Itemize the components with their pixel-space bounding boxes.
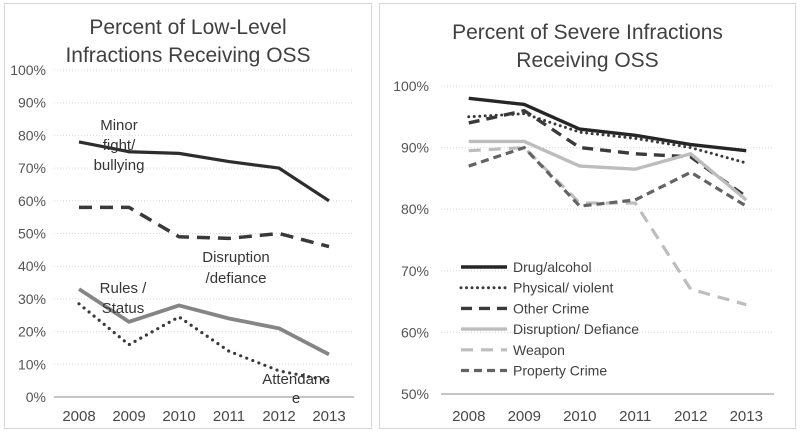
y-axis-tick-label: 0% [26, 389, 46, 405]
y-axis-tick-label: 50% [401, 386, 429, 402]
attendance-label: Attendanc e [262, 371, 330, 407]
rules-status-label: Rules / Status [100, 280, 148, 317]
severe-title-line-1: Percent of Severe Infractions [452, 21, 723, 44]
minor-fight-bullying-line [78, 140, 330, 203]
severe-chart-panel: Percent of Severe Infractions Receiving … [379, 3, 796, 429]
y-axis-tick-label: 50% [18, 226, 46, 242]
y-axis-tick-label: 40% [18, 258, 46, 274]
x-axis-tick-label: 2013 [312, 408, 345, 425]
y-axis-tick-label: 80% [18, 127, 46, 143]
y-axis-tick-label: 90% [401, 140, 429, 156]
y-axis-tick-label: 30% [18, 291, 46, 307]
x-axis-tick-label: 2012 [674, 408, 707, 425]
other-crime-line [468, 108, 748, 199]
low-level-title-line-2: Infractions Receiving OSS [65, 44, 311, 67]
y-axis-tick-label: 60% [18, 193, 46, 209]
property-crime-line [468, 146, 748, 208]
disruption-defiance-label: Disruption/defiance [202, 249, 270, 287]
x-axis-tick-label: 2013 [730, 408, 763, 425]
severe-infractions-chart: 100% 90% 80% 70% 60% 50% 2008 2009 2010 2011 2012 2… [393, 78, 774, 425]
y-axis-tick-label: 100% [393, 78, 429, 94]
x-axis-tick-label: 2008 [452, 408, 485, 425]
low-level-chart-panel: Percent of Low-Level Infractions Receivi… [4, 3, 372, 429]
physical-violent-legend-label: Physical/ violent [513, 280, 613, 296]
property-crime-legend-label: Property Crime [513, 363, 607, 379]
x-axis-tick-label: 2011 [213, 408, 245, 425]
weapon-legend-label: Weapon [513, 342, 565, 358]
x-axis-tick-label: 2010 [563, 408, 596, 425]
low-level-chart-title: Percent of Low-Level Infractions Receivi… [5, 14, 371, 70]
y-axis-tick-label: 20% [18, 324, 46, 340]
other-crime-legend-label: Other Crime [513, 300, 589, 316]
x-axis-tick-label: 2011 [619, 408, 651, 425]
y-axis-tick-label: 60% [401, 324, 429, 340]
x-axis-tick-label: 2010 [162, 408, 195, 425]
y-axis-tick-label: 100% [10, 62, 46, 78]
y-axis-tick-label: 70% [401, 263, 429, 279]
drug-alcohol-line [468, 96, 747, 153]
low-level-infractions-chart: 100% 90% 80% 70% 60% 50% 40% 30% 20% 10% 0% 2008 200… [10, 62, 354, 425]
x-axis-tick-label: 2009 [112, 408, 145, 425]
y-axis-tick-label: 80% [401, 201, 429, 217]
x-axis-tick-label: 2012 [262, 408, 295, 425]
minor-fight-bullying-label: Minor fight/bullying [94, 117, 145, 174]
severe-title-line-2: Receiving OSS [516, 49, 659, 72]
low-level-title-line-1: Percent of Low-Level [89, 16, 287, 39]
disruption-defiance-line [79, 205, 330, 249]
weapon-line [468, 146, 747, 307]
y-axis-tick-label: 10% [18, 356, 46, 372]
x-axis-tick-label: 2008 [62, 408, 95, 425]
physical-violent-line [467, 112, 748, 165]
y-axis-tick-label: 70% [18, 160, 46, 176]
disruption-defiance-line [468, 139, 748, 202]
drug-alcohol-legend-label: Drug/alcohol [513, 259, 592, 275]
severe-chart-title: Percent of Severe Infractions Receiving … [380, 19, 795, 75]
y-axis-tick-label: 90% [18, 95, 46, 111]
rules-status-line [77, 287, 330, 357]
x-axis-tick-label: 2009 [508, 408, 541, 425]
disruption-defiance-legend-label: Disruption/ Defiance [513, 321, 639, 337]
